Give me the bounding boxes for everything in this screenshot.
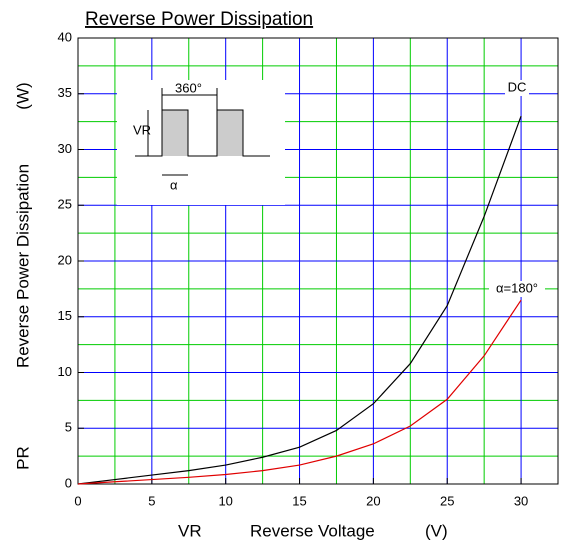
series-line bbox=[77, 115, 522, 485]
y-tick-label: 30 bbox=[58, 141, 72, 156]
inset-label: 360° bbox=[175, 80, 202, 95]
inset-box bbox=[117, 80, 285, 205]
chart-title: Reverse Power Dissipation bbox=[85, 9, 313, 30]
y-tick-label: 0 bbox=[65, 475, 72, 490]
x-axis-label: Reverse Voltage bbox=[250, 521, 375, 540]
y-tick-label: 20 bbox=[58, 252, 72, 267]
x-tick-label: 0 bbox=[74, 493, 81, 508]
plot-frame bbox=[77, 37, 559, 485]
pulse bbox=[217, 110, 243, 156]
y-tick-label: 15 bbox=[58, 308, 72, 323]
x-tick-label: 5 bbox=[148, 493, 155, 508]
x-tick-label: 10 bbox=[218, 493, 232, 508]
inset-label: VR bbox=[133, 122, 151, 137]
series-label: DC bbox=[508, 79, 527, 94]
x-axis-unit: (V) bbox=[425, 521, 448, 540]
x-axis-symbol: VR bbox=[178, 521, 202, 540]
inset: 360° VR α bbox=[117, 80, 285, 205]
inset-label: α bbox=[170, 177, 178, 192]
y-tick-label: 25 bbox=[58, 197, 72, 212]
y-axis-unit: (W) bbox=[13, 82, 32, 109]
x-tick-label: 30 bbox=[514, 493, 528, 508]
waveform bbox=[135, 109, 270, 157]
label-bg bbox=[505, 80, 529, 96]
x-tick-label: 25 bbox=[440, 493, 454, 508]
y-axis-symbol: PR bbox=[13, 446, 32, 470]
pulse bbox=[162, 110, 188, 156]
y-axis-label: Reverse Power Dissipation bbox=[13, 164, 32, 368]
x-tick-label: 15 bbox=[292, 493, 306, 508]
y-tick-label: 35 bbox=[58, 85, 72, 100]
x-tick-label: 20 bbox=[366, 493, 380, 508]
y-tick-label: 5 bbox=[65, 420, 72, 435]
y-tick-label: 10 bbox=[58, 364, 72, 379]
series-label: α=180° bbox=[496, 280, 538, 295]
y-tick-label: 40 bbox=[58, 29, 72, 44]
label-bg bbox=[489, 281, 545, 297]
series-line bbox=[77, 299, 522, 485]
